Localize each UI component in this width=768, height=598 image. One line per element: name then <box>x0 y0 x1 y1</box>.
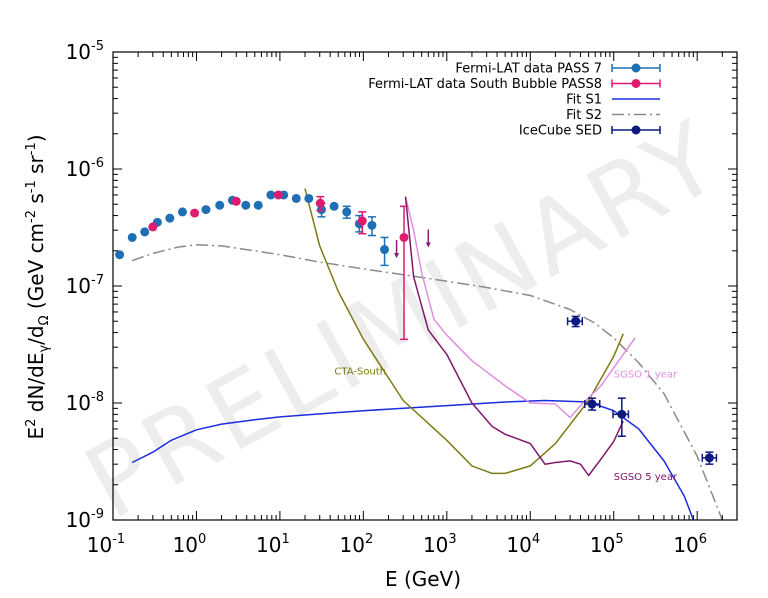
fermi-lat-data-pass-7-point-13 <box>291 193 301 203</box>
markers-layer <box>115 190 718 465</box>
fermi-lat-data-pass-7-point-0 <box>115 250 125 260</box>
icecube-sed-point-3 <box>701 451 718 465</box>
legend-item-fit-s1: Fit S1 <box>566 93 660 108</box>
label-sgso-5-year: SGSO 5 year <box>614 472 678 483</box>
curves-layer <box>131 188 723 520</box>
fermi-lat-data-pass-7-point-20 <box>380 236 390 267</box>
x-tick-label: 100 <box>173 532 207 557</box>
y-tick-label: 10-7 <box>66 273 104 298</box>
legend-label: Fermi-LAT data South Bubble PASS8 <box>368 77 602 92</box>
y-tick-label: 10-8 <box>66 390 104 415</box>
x-tick-label: 103 <box>423 532 457 557</box>
icecube-sed-point-1 <box>584 397 601 411</box>
fermi-lat-data-south-bubble-pass8-point-5 <box>357 211 367 235</box>
legend-item-icecube-sed: IceCube SED <box>519 124 661 139</box>
x-tick-label: 106 <box>673 532 707 557</box>
legend-marker <box>631 63 641 73</box>
fermi-lat-data-pass-7-point-14 <box>304 193 314 203</box>
fermi-lat-data-south-bubble-pass8-point-4 <box>315 195 325 212</box>
x-tick-label: 104 <box>506 532 540 557</box>
fermi-lat-data-pass-7-point-4 <box>165 213 175 223</box>
legend-marker <box>631 125 641 135</box>
fermi-lat-data-pass-7-point-11 <box>266 190 276 200</box>
icecube-sed-point-2 <box>612 397 630 437</box>
legend-label: IceCube SED <box>519 124 602 139</box>
fermi-lat-data-south-bubble-pass8-point-1 <box>190 208 200 218</box>
label-cta-south: CTA-South <box>334 367 386 378</box>
x-tick-label: 102 <box>339 532 373 557</box>
fermi-lat-data-pass-7-point-10 <box>253 200 263 210</box>
icecube-sed-point-0 <box>566 315 584 328</box>
legend-item-fermi-lat-data-south-bubble-pass8: Fermi-LAT data South Bubble PASS8 <box>368 77 661 92</box>
annotations-layer: CTA-South SGSO 1 year SGSO 5 year <box>334 367 678 483</box>
fermi-lat-data-pass-7-point-19 <box>367 216 377 237</box>
x-tick-label: 101 <box>256 532 290 557</box>
fermi-lat-data-pass-7-point-16 <box>329 201 339 211</box>
legend-label: Fermi-LAT data PASS 7 <box>455 62 602 77</box>
x-tick-label: 10-1 <box>87 532 125 557</box>
upper-limit-arrow-0 <box>394 240 400 259</box>
axes-layer: 10-1 100 101 102 103 104 105 106 10-5 10-6 10-7 10-… <box>66 39 738 557</box>
curve-fit-s1 <box>131 399 695 520</box>
upper-limit-arrow-1 <box>425 229 431 248</box>
fermi-lat-data-pass-7-point-2 <box>140 227 150 237</box>
legend-marker <box>631 79 641 88</box>
fermi-lat-data-pass-7-point-5 <box>177 207 187 217</box>
fermi-lat-data-south-bubble-pass8-point-6 <box>399 205 409 341</box>
curve-cta-south <box>304 188 624 475</box>
fermi-lat-data-south-bubble-pass8-point-2 <box>231 196 241 206</box>
y-tick-label: 10-5 <box>66 39 104 64</box>
legend-label: Fit S1 <box>566 93 602 108</box>
fermi-lat-data-south-bubble-pass8-point-3 <box>273 190 283 200</box>
legend-item-fermi-lat-data-pass-7: Fermi-LAT data PASS 7 <box>455 62 661 77</box>
legend-label: Fit S2 <box>566 108 602 123</box>
fermi-lat-data-pass-7-point-1 <box>127 232 137 242</box>
label-sgso-1-year: SGSO 1 year <box>614 370 678 381</box>
curve-sgso-1-year <box>404 196 636 419</box>
y-tick-label: 10-6 <box>66 156 104 181</box>
curve-sgso-5-year <box>404 196 624 477</box>
x-tick-label: 105 <box>590 532 624 557</box>
curve-fit-s2 <box>131 244 723 520</box>
y-tick-label: 10-9 <box>66 507 104 532</box>
legend-item-fit-s2: Fit S2 <box>566 108 660 123</box>
fermi-lat-data-south-bubble-pass8-point-0 <box>148 222 158 232</box>
fermi-lat-data-pass-7-point-17 <box>342 205 352 219</box>
fermi-lat-data-pass-7-point-6 <box>201 205 211 215</box>
fermi-lat-data-pass-7-point-7 <box>215 200 225 210</box>
x-axis-title: E (GeV) <box>385 567 461 591</box>
y-axis-title: E2 dN/dEγ/dΩ (GeV cm-2 s-1 sr-1) <box>24 134 52 439</box>
fermi-lat-data-pass-7-point-9 <box>241 200 251 210</box>
